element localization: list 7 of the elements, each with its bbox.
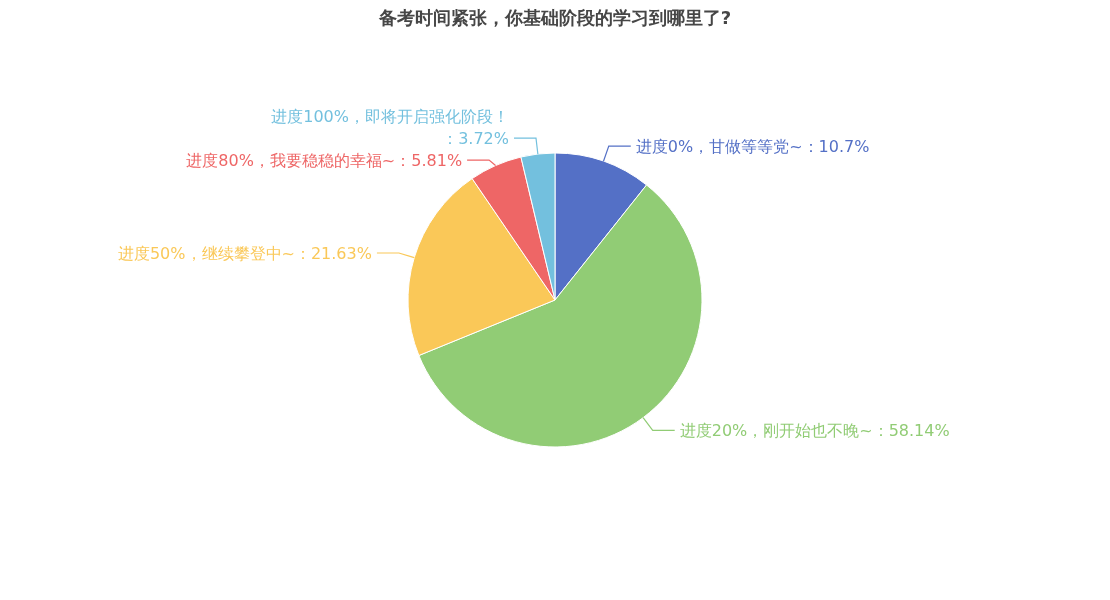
slice-label: 进度100%，即将开启强化阶段！ bbox=[271, 107, 509, 127]
slice-label: 进度80%，我要稳稳的幸福~：5.81% bbox=[186, 151, 463, 171]
data-label: ：3.72% bbox=[442, 129, 509, 149]
slice-label: 进度50%，继续攀登中~：21.63% bbox=[117, 244, 372, 263]
chart-title: 备考时间紧张，你基础阶段的学习到哪里了? bbox=[377, 7, 732, 28]
slice-label: 进度20%，刚开始也不晚~：58.14% bbox=[679, 421, 950, 441]
slice-label: 进度0%，甘做等等党~：10.7% bbox=[635, 137, 870, 157]
